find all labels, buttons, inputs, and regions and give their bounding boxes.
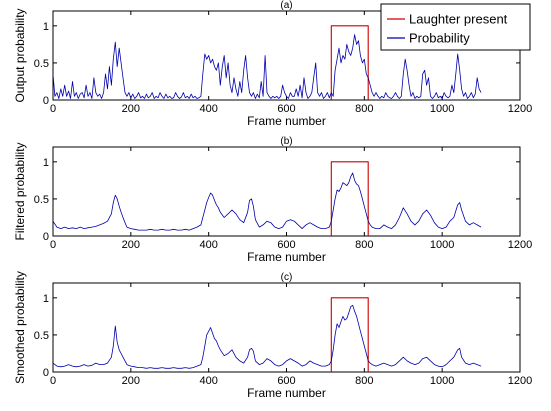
x-tick-label-1-3: 600 [277,239,295,251]
legend-box [380,3,531,51]
legend-label-0: Laughter present [409,12,508,27]
x-tick-label-2-2: 400 [199,375,217,387]
x-tick-label-1-6: 1200 [508,239,532,251]
x-tick-label-2-3: 600 [277,375,295,387]
x-tick-label-1-5: 1000 [430,239,454,251]
y-tick-label-2-2: 1 [43,293,49,305]
x-tick-label-1-1: 200 [122,239,140,251]
x-tick-label-0-5: 1000 [430,103,454,115]
x-tick-label-1-4: 800 [355,239,373,251]
y-tick-label-1-2: 1 [43,157,49,169]
x-tick-label-0-3: 600 [277,103,295,115]
x-tick-label-2-5: 1000 [430,375,454,387]
x-tick-label-0-6: 1200 [508,103,532,115]
x-tick-label-0-0: 0 [50,103,56,115]
y-axis-label-1: Filtered probability [13,142,27,240]
panel-title-0: (a) [280,0,292,11]
series-line-probability-0 [52,34,482,99]
y-axis-label-0: Output probability [13,8,27,102]
series-line-laughter-present-0 [330,25,369,100]
x-tick-label-2-4: 800 [355,375,373,387]
x-tick-label-1-2: 400 [199,239,217,251]
series-line-laughter-present-1 [330,161,369,236]
x-tick-label-0-4: 800 [355,103,373,115]
y-tick-label-2-0: 0 [43,367,49,379]
y-tick-label-1-1: 0.5 [34,194,49,206]
series-line-probability-1 [52,172,482,231]
y-tick-label-0-2: 1 [43,21,49,33]
x-tick-label-0-2: 400 [199,103,217,115]
x-tick-label-0-1: 200 [122,103,140,115]
panel-title-2: (c) [281,272,293,283]
x-axis-label-0: Frame number [247,114,326,128]
y-tick-label-2-1: 0.5 [34,330,49,342]
x-tick-label-2-6: 1200 [508,375,532,387]
y-axis-label-2: Smoothed probability [13,271,27,384]
axes-frame-2 [52,282,521,373]
x-axis-label-2: Frame number [247,386,326,400]
x-tick-label-1-0: 0 [50,239,56,251]
panel-title-1: (b) [280,136,292,147]
y-tick-label-1-0: 0 [43,231,49,243]
x-axis-label-1: Frame number [247,250,326,264]
x-tick-label-2-1: 200 [122,375,140,387]
x-tick-label-2-0: 0 [50,375,56,387]
series-line-probability-2 [52,304,482,369]
series-line-laughter-present-2 [330,297,369,372]
y-tick-label-0-0: 0 [43,95,49,107]
y-tick-label-0-1: 0.5 [34,58,49,70]
legend-label-1: Probability [409,31,470,46]
axes-frame-1 [52,146,521,237]
